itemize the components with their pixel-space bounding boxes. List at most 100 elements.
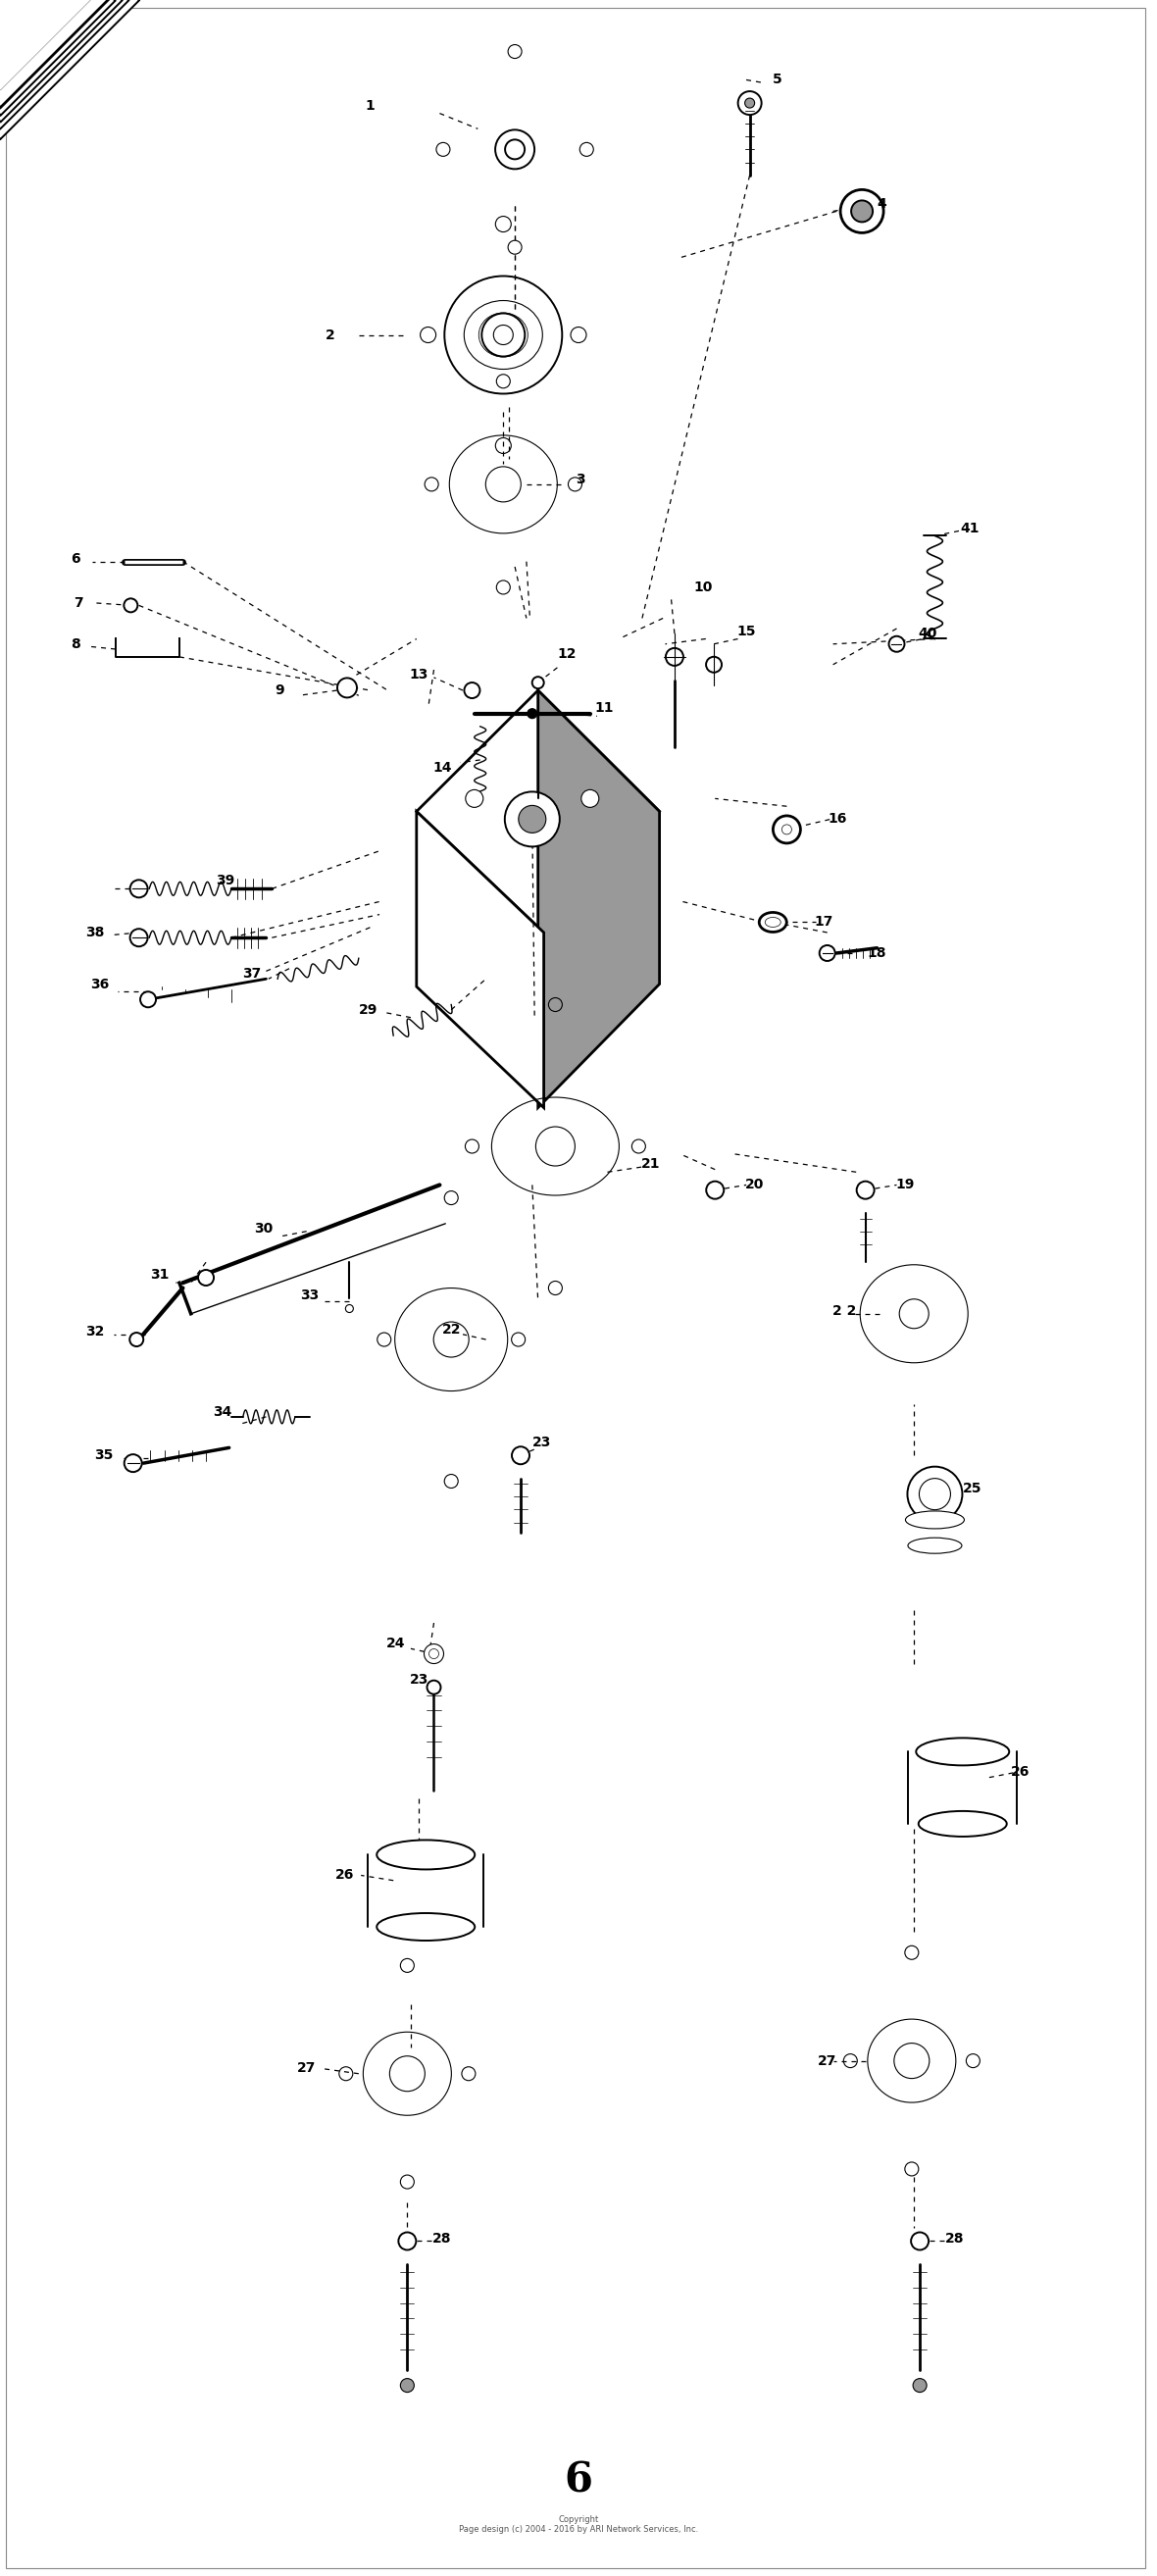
Text: 7: 7 — [74, 595, 83, 611]
Polygon shape — [0, 0, 123, 121]
Text: 6: 6 — [565, 2460, 592, 2501]
Circle shape — [427, 1680, 441, 1695]
Text: 13: 13 — [410, 667, 428, 683]
Circle shape — [486, 466, 521, 502]
Text: 26: 26 — [1011, 1765, 1030, 1780]
Circle shape — [464, 683, 480, 698]
Circle shape — [124, 1455, 142, 1471]
Text: 37: 37 — [243, 966, 261, 981]
Text: 28: 28 — [945, 2231, 964, 2246]
Polygon shape — [0, 0, 121, 121]
Circle shape — [819, 945, 835, 961]
Circle shape — [581, 791, 599, 806]
Text: 25: 25 — [963, 1481, 981, 1497]
Circle shape — [511, 1448, 530, 1463]
Circle shape — [532, 677, 544, 688]
Circle shape — [580, 142, 594, 157]
Text: 34: 34 — [213, 1404, 231, 1419]
Circle shape — [508, 240, 522, 255]
Text: 22: 22 — [442, 1321, 460, 1337]
Circle shape — [706, 1182, 724, 1198]
Circle shape — [852, 201, 872, 222]
Text: 40: 40 — [919, 626, 937, 641]
Circle shape — [706, 657, 722, 672]
Circle shape — [907, 1466, 963, 1522]
Text: 11: 11 — [595, 701, 613, 716]
Circle shape — [130, 1332, 143, 1347]
Text: 2: 2 — [325, 327, 334, 343]
Text: 8: 8 — [71, 636, 80, 652]
Text: 14: 14 — [433, 760, 451, 775]
Circle shape — [738, 90, 761, 116]
Circle shape — [494, 325, 513, 345]
Circle shape — [518, 806, 546, 832]
Circle shape — [528, 708, 537, 719]
Ellipse shape — [916, 1739, 1009, 1765]
Text: 2 2: 2 2 — [833, 1303, 856, 1319]
Text: 28: 28 — [433, 2231, 451, 2246]
Polygon shape — [0, 0, 118, 118]
Circle shape — [425, 1643, 443, 1664]
Ellipse shape — [759, 912, 787, 933]
Circle shape — [124, 598, 138, 613]
Text: Copyright
Page design (c) 2004 - 2016 by ARI Network Services, Inc.: Copyright Page design (c) 2004 - 2016 by… — [459, 2514, 698, 2535]
Circle shape — [913, 2378, 927, 2393]
Text: 31: 31 — [150, 1267, 169, 1283]
Text: 35: 35 — [95, 1448, 113, 1463]
Text: 39: 39 — [216, 873, 235, 889]
Text: 32: 32 — [86, 1324, 104, 1340]
Text: 33: 33 — [301, 1288, 319, 1303]
Text: 21: 21 — [641, 1157, 659, 1172]
Text: 1: 1 — [366, 98, 375, 113]
Text: 29: 29 — [359, 1002, 377, 1018]
Text: 19: 19 — [896, 1177, 914, 1193]
Text: 36: 36 — [90, 976, 109, 992]
Text: 3: 3 — [576, 471, 585, 487]
Polygon shape — [417, 811, 544, 1108]
Text: 27: 27 — [297, 2061, 316, 2076]
Circle shape — [400, 2378, 414, 2393]
Text: 4: 4 — [877, 196, 886, 211]
Circle shape — [436, 142, 450, 157]
Text: 9: 9 — [275, 683, 285, 698]
Text: 23: 23 — [532, 1435, 551, 1450]
Text: 5: 5 — [773, 72, 782, 88]
Polygon shape — [0, 0, 139, 139]
Polygon shape — [417, 690, 659, 933]
Circle shape — [504, 791, 560, 848]
Circle shape — [198, 1270, 214, 1285]
Text: 41: 41 — [960, 520, 979, 536]
Circle shape — [773, 817, 801, 842]
Text: 15: 15 — [737, 623, 756, 639]
Text: 16: 16 — [828, 811, 847, 827]
Circle shape — [911, 2233, 929, 2249]
Ellipse shape — [919, 1811, 1007, 1837]
Text: 10: 10 — [694, 580, 713, 595]
Text: 20: 20 — [745, 1177, 764, 1193]
Circle shape — [508, 44, 522, 59]
Text: 38: 38 — [86, 925, 104, 940]
Text: 6: 6 — [71, 551, 80, 567]
Circle shape — [465, 791, 484, 806]
Text: 12: 12 — [558, 647, 576, 662]
Polygon shape — [0, 0, 116, 116]
Ellipse shape — [377, 1914, 474, 1940]
Circle shape — [338, 677, 356, 698]
Text: 17: 17 — [815, 914, 833, 930]
Polygon shape — [0, 0, 115, 116]
Polygon shape — [538, 690, 659, 1108]
Ellipse shape — [377, 1839, 474, 1870]
Text: 24: 24 — [386, 1636, 405, 1651]
Polygon shape — [0, 0, 128, 129]
Circle shape — [745, 98, 754, 108]
Circle shape — [665, 649, 684, 665]
Circle shape — [856, 1182, 875, 1198]
Circle shape — [346, 1303, 353, 1314]
Ellipse shape — [906, 1512, 964, 1528]
Text: 18: 18 — [868, 945, 886, 961]
Polygon shape — [0, 0, 108, 108]
Circle shape — [495, 129, 535, 170]
Text: 30: 30 — [255, 1221, 273, 1236]
Circle shape — [840, 191, 884, 232]
Text: 26: 26 — [336, 1868, 354, 1883]
